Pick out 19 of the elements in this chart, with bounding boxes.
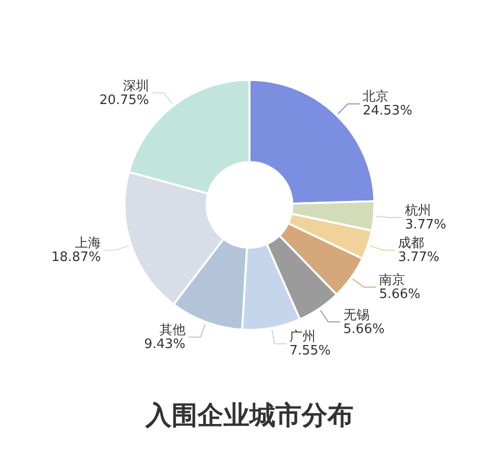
data-label: 5.66%: [379, 287, 420, 302]
data-label: 7.55%: [289, 344, 331, 359]
slice-label: 广州: [289, 330, 316, 345]
slice-label: 北京: [362, 90, 389, 105]
slice-label: 成都: [398, 236, 424, 252]
data-label: 9.43%: [144, 337, 186, 352]
data-label: 18.87%: [51, 250, 101, 266]
slice-label: 上海: [74, 236, 101, 252]
text: 入围企业城市分布: [144, 401, 354, 432]
slice-label: 其他: [159, 323, 186, 338]
data-label: 5.66%: [343, 322, 385, 337]
slice-label: 深圳: [122, 78, 149, 94]
data-label: 3.77%: [404, 217, 446, 232]
slice-label: 杭州: [404, 203, 431, 218]
data-label: 20.75%: [99, 92, 149, 108]
data-label: 3.77%: [398, 250, 440, 266]
slice-label: 南京: [379, 273, 406, 288]
data-label: 24.53%: [362, 104, 412, 119]
slice-label: 无锡: [343, 308, 370, 323]
